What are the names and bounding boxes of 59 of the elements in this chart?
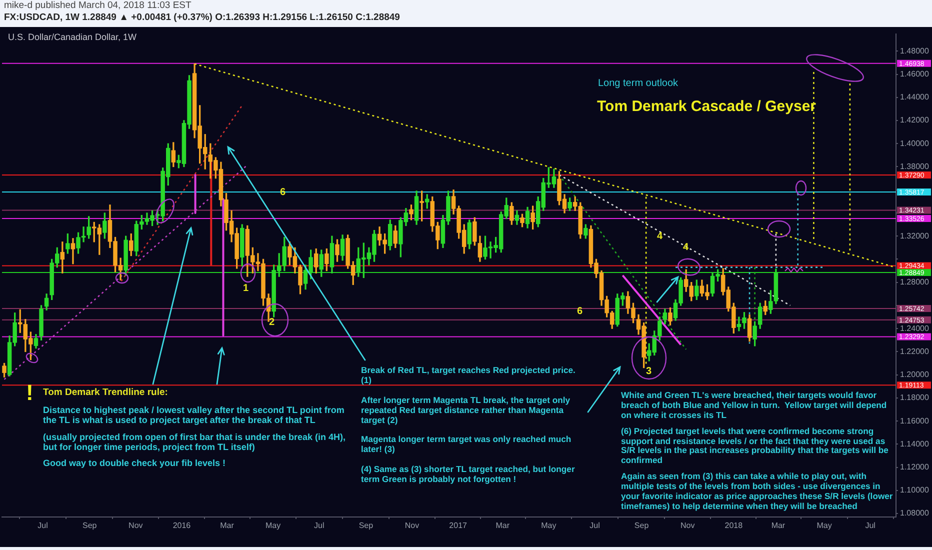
y-tick-label: 1.18000 [900,393,930,402]
y-tick-label: 1.46000 [900,69,930,78]
text: mike-d published March 04, 2018 11:03 EST [4,0,192,12]
y-tick-label: 1.24000 [900,324,930,333]
y-tick-label: 1.08000 [900,508,930,518]
x-tick-label: Mar [771,521,786,530]
x-tick-label: 2017 [449,521,468,530]
x-tick-label: 2016 [172,521,192,530]
x-tick-label: May [541,521,556,530]
y-tick-label: 1.16000 [900,416,930,426]
text: Tom Demark Cascade / Geyser [597,98,816,116]
annotation: Again as seen from (3) this can take a while to play out, with multiple tests of the levels from both sides - use divergences in your favorite indicator as price approaches these S/R levels (lower timeframes) to help determine when they will be breached [621,471,893,512]
text: FX:USDCAD, 1W 1.28849 ▲ +0.00481 (+0.37%) O:1.26393 H:1.29156 L:1.26150 C:1.28849 [4,12,400,24]
annotation: (usually projected from open of first bar that is under the break (in 4H), but for longer time periods, project from TL itself) [43,432,347,452]
y-tick-label: 1.44000 [900,92,930,102]
x-tick-label: May [266,521,281,530]
annotation: After longer term Magenta TL break, the target only repeated Red target distance rather than Magenta target (2) [361,394,571,426]
annotation: White and Green TL's were breached, their targets would favor breach of both Blue and Yellow in turn. Yellow target will depend on where it crosses its TL [621,390,888,421]
annotation: Break of Red TL, target reaches Red projected price. (1) [361,365,576,386]
chart-subtitle: U.S. Dollar/Canadian Dollar, 1W [8,32,137,42]
x-tick-label: Jul [38,521,48,530]
annotation: Good way to double check your fib levels ! [43,458,227,469]
annotation: 6 [577,306,583,318]
annotation: (4) Same as (3) shorter TL target reached, but longer term Green is probably not forgotten ! [361,464,576,485]
x-tick-label: Sep [82,521,98,530]
annotation: Magenta longer term target was only reached much later! (3) [361,434,572,456]
x-tick-label: 2018 [724,521,744,530]
annotation: 4 [683,242,689,254]
x-tick-label: Jul [314,521,324,530]
y-tick-label: 1.12000 [900,462,930,472]
annotation: 2 [269,317,275,328]
annotation: Distance to highest peak / lowest valley after the second TL point from the TL is what is used to project target after the break of that TL [43,404,346,426]
x-tick-label: Sep [634,521,650,530]
annotation: Long term outlook [598,78,678,90]
y-tick-label: 1.10000 [900,486,930,495]
annotation: 1 [243,283,249,294]
x-tick-label: Nov [404,521,420,530]
x-tick-label: Nov [128,521,143,530]
y-tick-label: 1.28000 [900,278,930,287]
y-tick-label: 1.42000 [900,116,930,125]
x-tick-label: Sep [358,521,374,530]
annotation: Tom Demark Trendline rule: [43,387,169,399]
y-tick-label: 1.14000 [900,439,930,448]
y-tick-label: 1.20000 [900,370,930,380]
annotation: 3 [646,366,652,378]
y-tick-label: 1.48000 [900,46,930,56]
y-tick-label: 1.40000 [900,138,930,148]
annotation: (6) Projected target levels that were confirmed become strong support and resistance levels / or the fact that they were used as S/R levels in the past increases probability that the targets will be confirmed [621,426,890,466]
y-tick-label: 1.32000 [900,231,930,240]
y-tick-label: 1.22000 [900,346,930,356]
x-tick-label: Mar [220,521,234,530]
y-tick-label: 1.38000 [900,162,930,171]
x-tick-label: Mar [496,521,510,530]
annotation: ! [26,380,34,406]
x-tick-label: Jul [865,521,876,530]
x-tick-label: May [816,521,832,530]
x-tick-label: Jul [590,521,600,530]
annotation: 4 [657,231,663,242]
x-tick-label: Nov [680,521,695,530]
